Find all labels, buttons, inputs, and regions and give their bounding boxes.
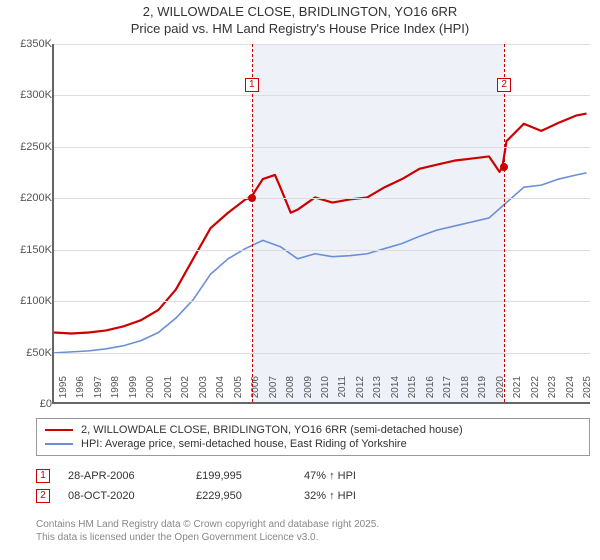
marker-dot bbox=[500, 163, 508, 171]
chart-container: 2, WILLOWDALE CLOSE, BRIDLINGTON, YO16 6… bbox=[0, 0, 600, 560]
x-tick-label: 2007 bbox=[268, 376, 279, 406]
event-date-2: 08-OCT-2020 bbox=[68, 490, 178, 502]
y-tick-label: £100K bbox=[20, 295, 52, 307]
legend-label-hpi: HPI: Average price, semi-detached house,… bbox=[81, 438, 407, 450]
event-price-1: £199,995 bbox=[196, 470, 286, 482]
event-pct-1: 47% ↑ HPI bbox=[304, 470, 414, 482]
legend-box: 2, WILLOWDALE CLOSE, BRIDLINGTON, YO16 6… bbox=[36, 418, 590, 456]
chart-plot-area: 1995 1996 1997 1998 1999 2000 2001 2002 2003 2004… bbox=[52, 44, 590, 404]
x-tick-label: 1998 bbox=[110, 376, 121, 406]
footer-line-1: Contains HM Land Registry data © Crown c… bbox=[36, 518, 379, 531]
price-event-1: 1 28-APR-2006 £199,995 47% ↑ HPI bbox=[36, 466, 590, 486]
title-line-2: Price paid vs. HM Land Registry's House … bbox=[0, 21, 600, 38]
x-tick-label: 2000 bbox=[145, 376, 156, 406]
y-gridline bbox=[54, 301, 590, 302]
x-tick-label: 2005 bbox=[233, 376, 244, 406]
chart-svg bbox=[54, 44, 590, 402]
x-tick-label: 2014 bbox=[390, 376, 401, 406]
x-tick-label: 2025 bbox=[582, 376, 593, 406]
x-tick-label: 2017 bbox=[442, 376, 453, 406]
y-gridline bbox=[54, 147, 590, 148]
event-marker-2: 2 bbox=[36, 489, 50, 503]
y-gridline bbox=[54, 198, 590, 199]
marker-box: 2 bbox=[497, 78, 511, 92]
x-tick-label: 2003 bbox=[198, 376, 209, 406]
y-gridline bbox=[54, 44, 590, 45]
x-tick-label: 2018 bbox=[460, 376, 471, 406]
x-tick-label: 1999 bbox=[128, 376, 139, 406]
x-tick-label: 2012 bbox=[355, 376, 366, 406]
x-tick-label: 2008 bbox=[285, 376, 296, 406]
x-tick-label: 2023 bbox=[547, 376, 558, 406]
legend-swatch-hpi bbox=[45, 443, 73, 445]
legend-label-property: 2, WILLOWDALE CLOSE, BRIDLINGTON, YO16 6… bbox=[81, 424, 463, 436]
x-tick-label: 1997 bbox=[93, 376, 104, 406]
x-tick-label: 2019 bbox=[477, 376, 488, 406]
x-tick-label: 2001 bbox=[163, 376, 174, 406]
y-tick-label: £50K bbox=[26, 347, 52, 359]
x-tick-label: 1996 bbox=[75, 376, 86, 406]
price-events: 1 28-APR-2006 £199,995 47% ↑ HPI 2 08-OC… bbox=[36, 466, 590, 506]
footer-attribution: Contains HM Land Registry data © Crown c… bbox=[36, 518, 379, 544]
marker-vline bbox=[252, 44, 253, 402]
y-tick-label: £150K bbox=[20, 244, 52, 256]
x-tick-label: 1995 bbox=[58, 376, 69, 406]
x-tick-label: 2002 bbox=[180, 376, 191, 406]
legend-row-property: 2, WILLOWDALE CLOSE, BRIDLINGTON, YO16 6… bbox=[45, 423, 581, 437]
x-tick-label: 2016 bbox=[425, 376, 436, 406]
y-tick-label: £200K bbox=[20, 192, 52, 204]
marker-vline bbox=[504, 44, 505, 402]
y-tick-label: £250K bbox=[20, 141, 52, 153]
y-gridline bbox=[54, 95, 590, 96]
y-tick-label: £350K bbox=[20, 38, 52, 50]
x-tick-label: 2009 bbox=[303, 376, 314, 406]
x-tick-label: 2010 bbox=[320, 376, 331, 406]
event-price-2: £229,950 bbox=[196, 490, 286, 502]
event-date-1: 28-APR-2006 bbox=[68, 470, 178, 482]
title-line-1: 2, WILLOWDALE CLOSE, BRIDLINGTON, YO16 6… bbox=[0, 4, 600, 21]
title-block: 2, WILLOWDALE CLOSE, BRIDLINGTON, YO16 6… bbox=[0, 0, 600, 40]
x-tick-label: 2021 bbox=[512, 376, 523, 406]
marker-box: 1 bbox=[245, 78, 259, 92]
x-tick-label: 2024 bbox=[565, 376, 576, 406]
legend-swatch-property bbox=[45, 429, 73, 431]
y-tick-label: £0 bbox=[40, 398, 52, 410]
y-gridline bbox=[54, 353, 590, 354]
marker-dot bbox=[248, 194, 256, 202]
x-tick-label: 2015 bbox=[407, 376, 418, 406]
event-pct-2: 32% ↑ HPI bbox=[304, 490, 414, 502]
y-tick-label: £300K bbox=[20, 89, 52, 101]
price-event-2: 2 08-OCT-2020 £229,950 32% ↑ HPI bbox=[36, 486, 590, 506]
legend-row-hpi: HPI: Average price, semi-detached house,… bbox=[45, 437, 581, 451]
y-gridline bbox=[54, 250, 590, 251]
x-tick-label: 2022 bbox=[530, 376, 541, 406]
x-tick-label: 2013 bbox=[372, 376, 383, 406]
x-tick-label: 2004 bbox=[215, 376, 226, 406]
event-marker-1: 1 bbox=[36, 469, 50, 483]
x-tick-label: 2011 bbox=[337, 376, 348, 406]
footer-line-2: This data is licensed under the Open Gov… bbox=[36, 531, 379, 544]
